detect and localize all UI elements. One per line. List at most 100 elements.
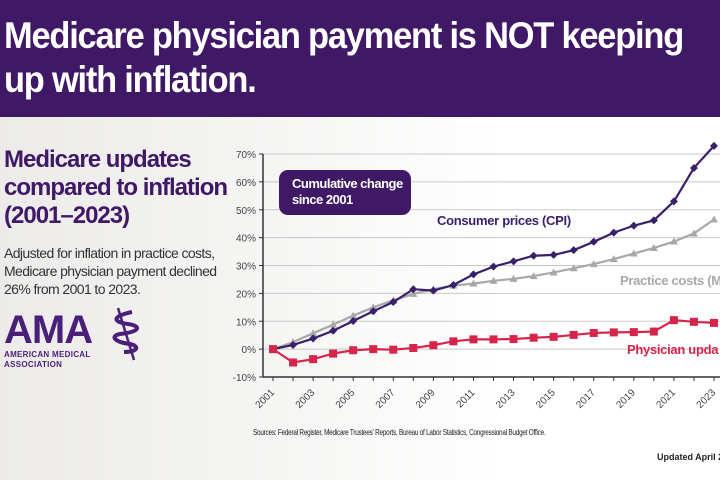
annotation-line-2: since 2001 <box>292 192 353 207</box>
practice-cost-point <box>710 215 718 223</box>
y-tick-label: -10% <box>233 373 256 384</box>
x-tick-label: 2003 <box>294 387 318 411</box>
practice-cost-point <box>669 237 678 245</box>
cpi-point <box>389 298 398 307</box>
x-tick-label: 2021 <box>655 387 679 411</box>
cpi-point <box>509 257 518 266</box>
practice-cost-point <box>469 279 478 287</box>
y-tick-label: 70% <box>236 150 256 161</box>
chart-subtitle: Medicare updates compared to inflation (… <box>4 146 228 229</box>
physician-update-point <box>469 335 478 344</box>
cpi-point <box>710 141 718 150</box>
cpi-point <box>489 262 498 271</box>
practice-cost-point <box>589 260 598 268</box>
chart-description: Adjusted for inflation in practice costs… <box>4 245 217 297</box>
cpi-point <box>429 286 438 295</box>
physician-update-label: Physician upda <box>627 342 719 357</box>
physician-update-point <box>629 328 638 337</box>
y-tick-label: 10% <box>236 317 256 328</box>
practice-cost-point <box>529 272 538 280</box>
physician-update-point <box>429 341 438 350</box>
practice-cost-point <box>369 303 378 311</box>
cpi-point <box>369 307 378 316</box>
page-title: Medicare physician payment is NOT keepin… <box>4 14 684 102</box>
cpi-point <box>549 250 558 259</box>
cpi-point <box>589 237 598 246</box>
practice-cost-point <box>609 255 618 263</box>
physician-update-point <box>549 332 558 341</box>
cpi-point <box>409 285 418 294</box>
physician-update-point <box>389 345 398 354</box>
cpi-point <box>529 251 538 260</box>
logo-text: AMA <box>4 308 93 352</box>
cpi-point <box>349 316 358 325</box>
practice-cost-point <box>409 289 418 297</box>
cpi-point <box>289 340 298 349</box>
physician-update-point <box>589 328 598 337</box>
header-banner: Medicare physician payment is NOT keepin… <box>0 0 720 117</box>
x-tick-label: 2005 <box>334 387 358 411</box>
title-line-1: Medicare physician payment is NOT keepin… <box>4 15 684 56</box>
physician-update-point <box>649 327 658 336</box>
practice-cost-point <box>649 243 658 251</box>
cpi-label: Consumer prices (CPI) <box>437 213 571 228</box>
y-tick-label: 60% <box>236 178 256 189</box>
practice-cost-point <box>309 329 318 337</box>
x-tick-label: 2007 <box>374 387 398 411</box>
left-column: Medicare updates compared to inflation (… <box>4 146 244 370</box>
y-tick-label: 40% <box>236 234 256 245</box>
ama-logo: AMA AMERICAN MEDICAL ASSOCIATION <box>4 307 244 370</box>
physician-update-point <box>569 330 578 339</box>
y-tick-label: 20% <box>236 289 256 300</box>
physician-update-point <box>689 317 698 326</box>
practice-cost-point <box>489 276 498 284</box>
x-tick-label: 2023 <box>695 387 719 411</box>
physician-update-point <box>309 355 318 364</box>
x-tick-label: 2013 <box>494 387 518 411</box>
y-tick-label: 0% <box>242 345 257 356</box>
y-tick-label: 50% <box>236 206 256 217</box>
cpi-point <box>309 334 318 343</box>
title-line-2: up with inflation. <box>4 59 257 100</box>
physician-update-point <box>489 335 498 344</box>
physician-update-point <box>409 344 418 353</box>
practice-cost-point <box>329 320 338 328</box>
physician-update-point <box>669 316 678 325</box>
physician-update-point <box>609 328 618 337</box>
practice-cost-point <box>629 249 638 257</box>
practice-costs-label: Practice costs (M <box>620 273 720 288</box>
updated-date: Updated April 20 <box>657 452 720 462</box>
physician-update-point <box>449 337 458 346</box>
cpi-point <box>449 281 458 290</box>
practice-cost-point <box>349 311 358 319</box>
physician-update-point <box>710 318 718 327</box>
x-tick-label: 2009 <box>414 387 438 411</box>
physician-update-point <box>269 345 277 354</box>
physician-update-point <box>529 333 538 342</box>
cpi-point <box>689 163 698 172</box>
cpi-point <box>569 246 578 255</box>
physician-update-point <box>329 349 338 358</box>
cpi-point <box>649 216 658 225</box>
cpi-point <box>469 270 478 279</box>
cpi-point <box>629 221 638 230</box>
practice-cost-point <box>689 229 698 237</box>
x-tick-label: 2011 <box>455 387 478 410</box>
physician-update-point <box>369 345 378 354</box>
x-tick-label: 2017 <box>574 387 598 411</box>
y-tick-label: 30% <box>236 262 256 273</box>
cpi-point <box>329 326 338 335</box>
logo-org: AMERICAN MEDICAL ASSOCIATION <box>4 350 91 369</box>
physician-update-point <box>349 346 358 355</box>
practice-cost-point <box>569 264 578 272</box>
staff-of-asclepius-icon <box>112 307 139 361</box>
annotation-box: Cumulative change since 2001 <box>279 170 411 215</box>
practice-cost-point <box>509 274 518 282</box>
sources-note: Sources: Federal Register, Medicare Trus… <box>253 428 546 437</box>
cpi-point <box>609 228 618 237</box>
x-tick-label: 2019 <box>614 387 638 411</box>
practice-cost-point <box>549 268 558 276</box>
physician-update-point <box>289 358 298 367</box>
x-tick-label: 2015 <box>534 387 558 411</box>
